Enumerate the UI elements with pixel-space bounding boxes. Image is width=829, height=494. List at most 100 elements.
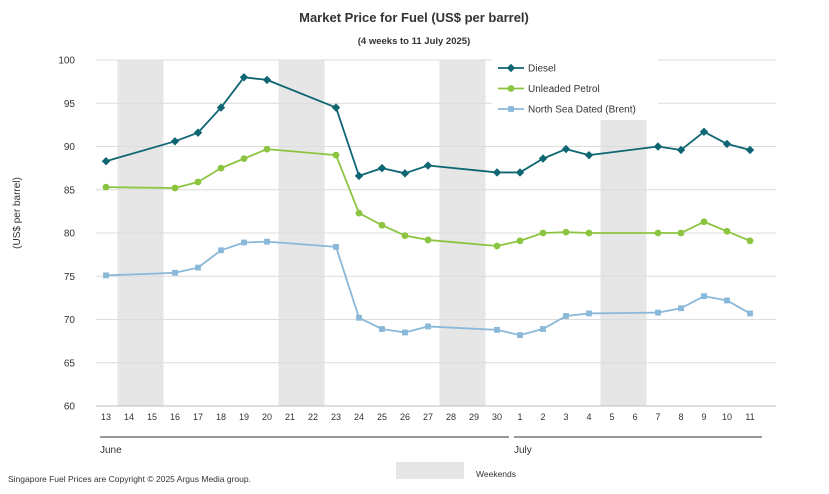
data-point: [172, 269, 178, 276]
y-tick-label: 70: [64, 315, 76, 326]
x-tick-label: 29: [469, 412, 479, 422]
y-tick-label: 90: [64, 142, 76, 153]
x-tick-label: 16: [170, 412, 180, 422]
data-point: [424, 236, 432, 244]
x-tick-label: 6: [632, 412, 637, 422]
data-point: [333, 243, 339, 250]
data-point: [517, 332, 523, 338]
data-point: [747, 310, 753, 317]
data-point: [423, 161, 433, 170]
data-point: [516, 237, 524, 245]
x-tick-label: 26: [400, 412, 410, 422]
data-point: [216, 103, 226, 112]
data-point: [378, 221, 386, 229]
legend-label: Unleaded Petrol: [528, 84, 600, 95]
data-point: [239, 73, 249, 82]
x-tick-label: 5: [609, 412, 614, 422]
data-point: [561, 144, 571, 154]
data-point: [217, 164, 225, 172]
x-tick-label: 23: [331, 412, 341, 422]
data-point: [653, 142, 663, 151]
data-point: [194, 178, 202, 186]
chart-subtitle: (4 weeks to 11 July 2025): [358, 36, 470, 47]
data-point: [676, 145, 686, 155]
data-point: [264, 238, 270, 245]
data-point: [493, 242, 501, 250]
legend: Diesel Unleaded Petrol North Sea Dated (Br…: [492, 58, 658, 120]
data-point: [507, 85, 515, 92]
data-point: [425, 323, 431, 330]
data-point: [492, 168, 502, 177]
data-point: [584, 150, 594, 160]
x-tick-label: 21: [285, 412, 295, 422]
x-tick-label: 8: [678, 412, 683, 422]
data-point: [506, 63, 516, 73]
data-point: [677, 229, 685, 237]
y-tick-label: 95: [64, 99, 76, 110]
series-markers: [101, 73, 755, 338]
data-point: [724, 297, 730, 304]
y-tick-label: 75: [64, 272, 76, 283]
month-label: June: [100, 445, 122, 456]
data-point: [539, 229, 547, 237]
x-tick-label: 4: [586, 412, 591, 422]
data-point: [538, 154, 548, 163]
data-point: [263, 145, 271, 153]
data-point: [102, 183, 110, 191]
y-tick-labels: 60 65 70 75 80 85 90 95 100: [58, 56, 75, 413]
data-point: [401, 232, 409, 239]
data-point: [654, 229, 662, 237]
data-point: [586, 310, 592, 317]
data-point: [402, 329, 408, 336]
data-point: [678, 305, 684, 312]
weekend-legend-label: Weekends: [476, 469, 516, 479]
x-tick-label: 27: [423, 412, 433, 422]
data-point: [746, 237, 754, 245]
y-tick-label: 100: [58, 56, 75, 67]
month-axis: June July: [100, 436, 762, 456]
data-point: [193, 128, 203, 137]
x-tick-label: 22: [308, 412, 318, 422]
x-tick-label: 2: [540, 412, 545, 422]
x-tick-label: 28: [446, 412, 456, 422]
y-tick-label: 85: [64, 185, 76, 196]
data-point: [701, 293, 707, 300]
data-point: [195, 264, 201, 271]
data-point: [745, 145, 755, 155]
data-point: [563, 313, 569, 319]
data-point: [400, 169, 410, 178]
gridlines: [96, 59, 776, 407]
data-point: [354, 171, 364, 181]
x-tick-label: 1: [517, 412, 522, 422]
x-tick-label: 25: [377, 412, 387, 422]
data-point: [379, 326, 385, 332]
data-point: [332, 151, 340, 159]
y-tick-label: 80: [64, 229, 76, 240]
data-point: [515, 168, 525, 177]
data-point: [101, 157, 111, 166]
y-axis-label: (US$ per barrel): [12, 177, 23, 249]
y-tick-label: 60: [64, 402, 76, 413]
copyright-footer: Singapore Fuel Prices are Copyright © 20…: [8, 474, 251, 484]
month-label: July: [514, 445, 532, 456]
data-point: [540, 326, 546, 332]
data-point: [562, 228, 570, 236]
weekend-legend-swatch: [396, 462, 464, 479]
data-point: [585, 229, 593, 237]
x-tick-label: 17: [193, 412, 203, 422]
y-tick-label: 65: [64, 358, 76, 369]
x-tick-label: 14: [124, 412, 134, 422]
data-point: [170, 137, 180, 146]
x-tick-label: 13: [101, 412, 111, 422]
chart-title: Market Price for Fuel (US$ per barrel): [299, 10, 529, 25]
x-tick-label: 19: [239, 412, 249, 422]
data-point: [262, 75, 272, 85]
data-point: [356, 314, 362, 321]
data-point: [700, 218, 708, 226]
data-point: [240, 155, 248, 163]
legend-label: North Sea Dated (Brent): [528, 105, 636, 116]
series-line: [105, 240, 751, 336]
data-point: [699, 127, 709, 136]
data-point: [723, 227, 731, 235]
